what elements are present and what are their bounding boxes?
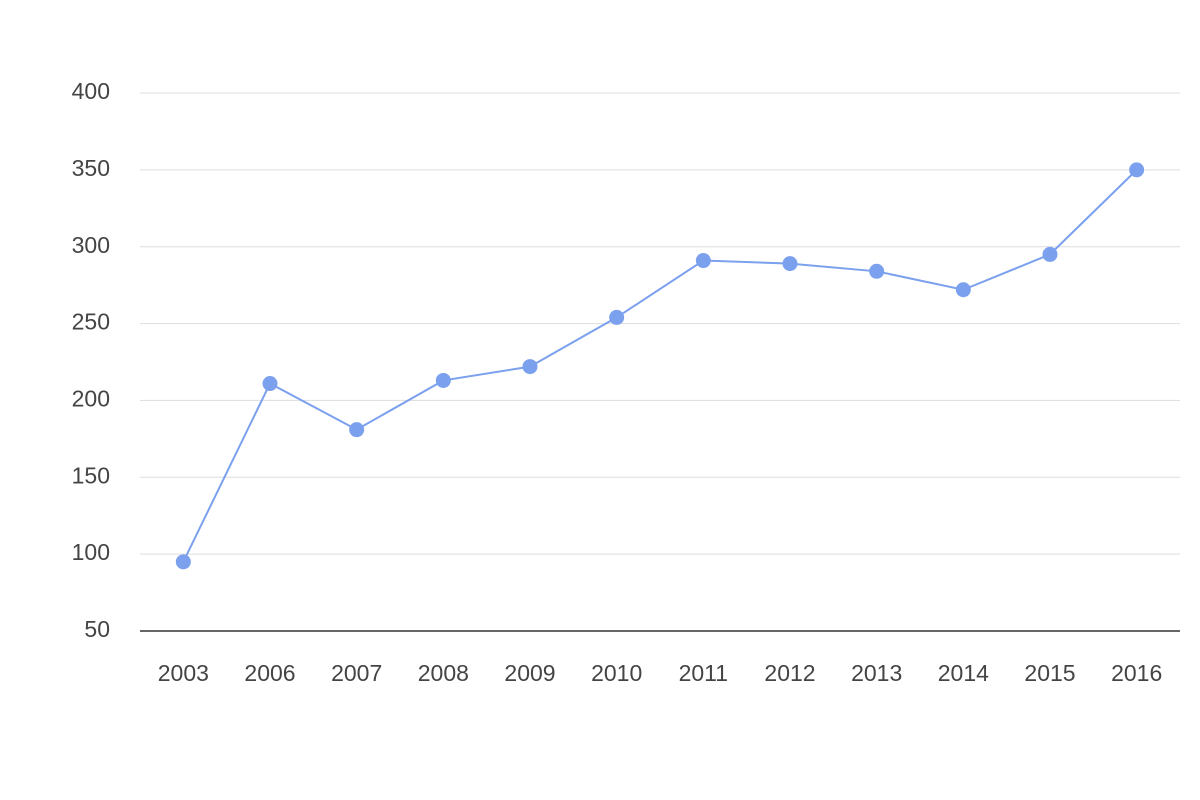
x-tick-label: 2006	[244, 660, 295, 686]
y-tick-label: 250	[72, 309, 110, 335]
x-tick-label: 2008	[418, 660, 469, 686]
y-tick-label: 300	[72, 232, 110, 258]
y-tick-label: 350	[72, 155, 110, 181]
y-tick-label: 150	[72, 462, 110, 488]
data-point	[262, 376, 278, 392]
data-point	[1042, 246, 1058, 262]
x-tick-label: 2016	[1111, 660, 1162, 686]
data-point	[869, 263, 885, 279]
x-tick-label: 2015	[1024, 660, 1075, 686]
data-point	[522, 359, 538, 375]
x-tick-label: 2012	[764, 660, 815, 686]
data-point	[435, 372, 451, 388]
y-tick-label: 100	[72, 539, 110, 565]
data-point	[955, 282, 971, 298]
x-tick-label: 2009	[504, 660, 555, 686]
x-tick-label: 2003	[158, 660, 209, 686]
x-tick-label: 2010	[591, 660, 642, 686]
data-line	[182, 169, 1138, 563]
x-tick-label: 2011	[679, 660, 728, 686]
x-tick-label: 2014	[938, 660, 989, 686]
data-point	[1129, 162, 1145, 178]
x-tick-label: 2007	[331, 660, 382, 686]
data-point	[695, 253, 711, 269]
data-point	[609, 309, 625, 325]
x-tick-label: 2013	[851, 660, 902, 686]
data-point	[782, 256, 798, 272]
y-tick-label: 200	[72, 386, 110, 412]
data-point	[349, 422, 365, 438]
y-tick-label: 400	[72, 78, 110, 104]
data-point	[175, 554, 191, 570]
y-tick-label: 50	[84, 616, 110, 642]
